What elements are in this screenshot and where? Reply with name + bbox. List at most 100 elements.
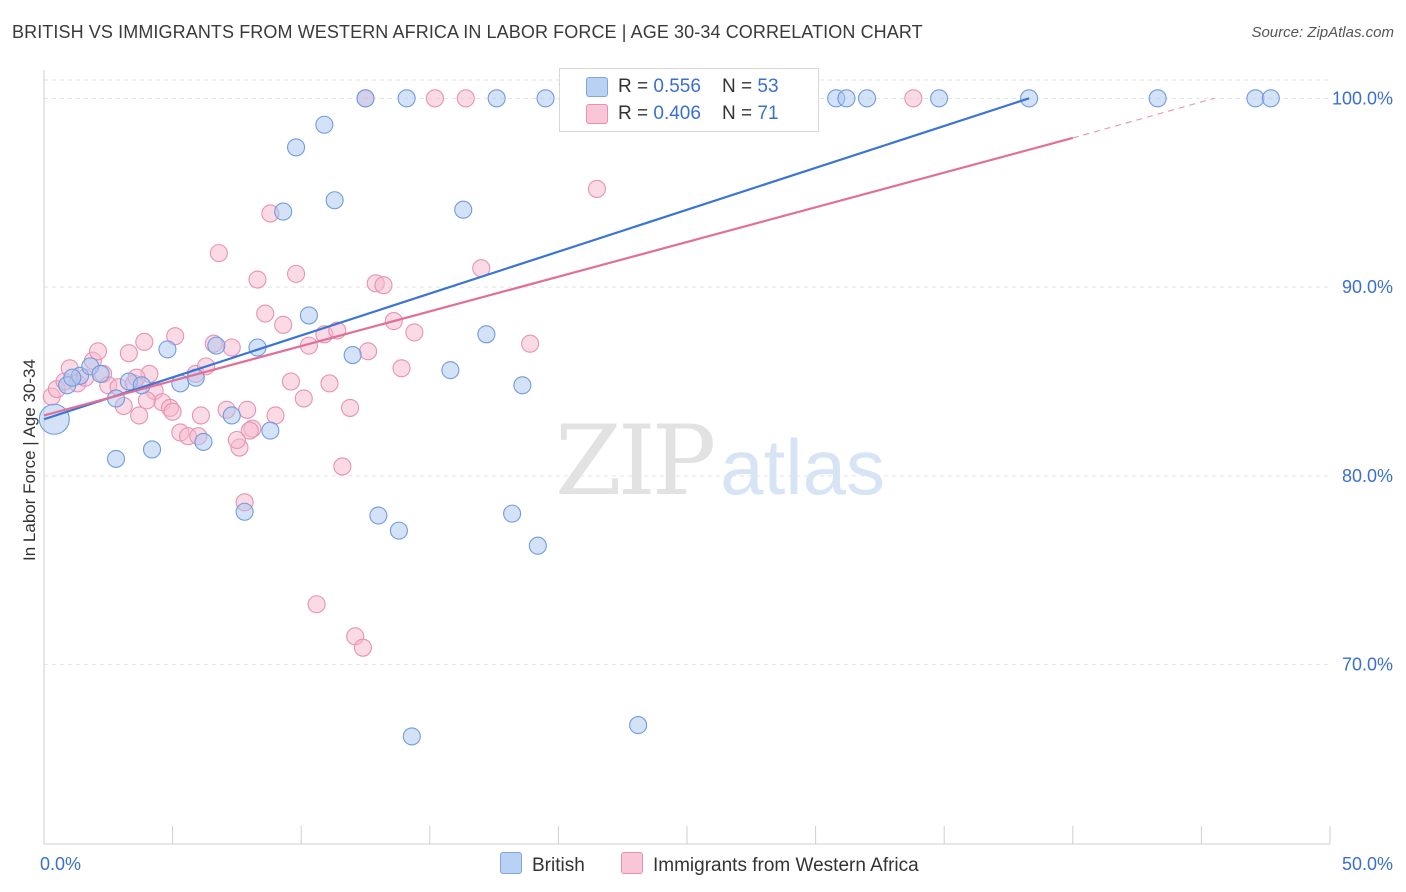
british-n-value: 53 bbox=[757, 76, 779, 97]
immigrants-n-label: N = bbox=[722, 103, 758, 124]
british-swatch-icon bbox=[586, 77, 608, 97]
british-point-26 bbox=[369, 506, 388, 525]
immigrants-point-31 bbox=[238, 400, 257, 419]
watermark-zip: ZIP bbox=[555, 405, 716, 517]
immigrants-point-24 bbox=[191, 406, 210, 425]
immigrants-point-42 bbox=[307, 595, 326, 614]
british-point-4 bbox=[91, 364, 110, 383]
immigrants-point-68 bbox=[227, 430, 246, 450]
immigrants-point-40 bbox=[294, 389, 313, 408]
british-point-47 bbox=[930, 89, 949, 108]
immigrants-point-54 bbox=[392, 359, 411, 378]
immigrants-r-value: 0.406 bbox=[653, 103, 701, 124]
british-point-30 bbox=[441, 361, 460, 380]
immigrants-swatch-icon bbox=[586, 104, 608, 124]
immigrants-point-34 bbox=[256, 304, 275, 323]
immigrants-point-7 bbox=[88, 342, 108, 361]
immigrants-legend-label: Immigrants from Western Africa bbox=[653, 855, 919, 876]
british-point-9 bbox=[142, 440, 162, 459]
bottom-legend-immigrants: Immigrants from Western Africa bbox=[621, 852, 919, 877]
british-point-36 bbox=[528, 536, 547, 555]
immigrants-point-36 bbox=[266, 406, 285, 425]
grid-lines bbox=[44, 79, 1330, 666]
immigrants-point-39 bbox=[287, 264, 306, 283]
immigrants-point-66 bbox=[137, 391, 156, 410]
immigrants-point-29 bbox=[222, 338, 241, 357]
british-point-20 bbox=[287, 138, 306, 157]
british-point-45 bbox=[837, 89, 856, 108]
axes bbox=[43, 70, 1331, 845]
trend-extension-immigrants bbox=[1072, 97, 1215, 139]
british-r-label: R = bbox=[618, 76, 654, 97]
trend-line-immigrants bbox=[43, 136, 1074, 417]
immigrants-point-49 bbox=[353, 638, 372, 657]
immigrants-point-46 bbox=[333, 457, 352, 476]
british-point-10 bbox=[158, 340, 177, 359]
chart-title: BRITISH VS IMMIGRANTS FROM WESTERN AFRIC… bbox=[12, 22, 923, 42]
immigrants-point-64 bbox=[240, 421, 259, 440]
british-point-40 bbox=[629, 716, 648, 735]
british-point-35 bbox=[513, 376, 532, 395]
tick-labels: 100.0% 90.0% 80.0% 70.0% 0.0% 50.0% bbox=[40, 88, 1393, 874]
bottom-legend-british: British bbox=[500, 852, 585, 877]
british-point-13 bbox=[194, 432, 213, 451]
y-tick-label-0: 100.0% bbox=[1332, 88, 1393, 108]
british-point-29 bbox=[402, 727, 421, 746]
british-point-21 bbox=[299, 306, 318, 325]
immigrants-point-60 bbox=[587, 179, 607, 198]
british-point-28 bbox=[397, 89, 416, 108]
british-legend-swatch-icon bbox=[500, 852, 522, 874]
y-tick-label-3: 70.0% bbox=[1342, 655, 1393, 675]
y-tick-label-1: 90.0% bbox=[1342, 277, 1393, 297]
immigrants-point-56 bbox=[425, 89, 444, 108]
immigrants-point-47 bbox=[341, 398, 360, 417]
british-point-37 bbox=[536, 89, 555, 108]
british-point-31 bbox=[454, 200, 473, 219]
immigrants-point-67 bbox=[163, 402, 182, 421]
british-point-6 bbox=[106, 449, 126, 468]
british-r-value: 0.556 bbox=[653, 76, 701, 97]
immigrants-point-62 bbox=[904, 89, 923, 108]
watermark-atlas: atlas bbox=[720, 423, 885, 511]
british-point-50 bbox=[1246, 89, 1265, 108]
british-legend-label: British bbox=[532, 855, 585, 876]
immigrants-n-value: 71 bbox=[757, 103, 779, 124]
british-point-14 bbox=[207, 336, 226, 355]
trend-lines bbox=[43, 97, 1215, 421]
immigrants-point-15 bbox=[135, 332, 154, 351]
british-point-25 bbox=[356, 89, 375, 108]
immigrants-point-37 bbox=[274, 315, 293, 334]
british-point-33 bbox=[487, 89, 506, 108]
british-point-23 bbox=[325, 191, 344, 210]
immigrants-point-33 bbox=[248, 270, 267, 289]
series-british bbox=[38, 89, 1280, 746]
british-point-22 bbox=[315, 115, 334, 134]
immigrants-point-57 bbox=[456, 89, 475, 108]
trend-line-british bbox=[43, 97, 1030, 421]
british-point-27 bbox=[389, 521, 408, 540]
british-point-49 bbox=[1148, 89, 1167, 108]
immigrants-legend-swatch-icon bbox=[621, 852, 643, 874]
source-credit: Source: ZipAtlas.com bbox=[1251, 24, 1394, 41]
x-tick-label-1: 50.0% bbox=[1342, 854, 1393, 874]
immigrants-point-38 bbox=[281, 372, 300, 391]
immigrants-point-50 bbox=[359, 342, 378, 361]
x-tick-label-0: 0.0% bbox=[40, 854, 81, 874]
immigrants-r-label: R = bbox=[618, 103, 654, 124]
immigrants-point-27 bbox=[209, 244, 228, 263]
series-immigrants bbox=[42, 89, 923, 657]
british-point-18 bbox=[261, 421, 280, 440]
immigrants-point-44 bbox=[320, 374, 339, 393]
immigrants-point-52 bbox=[374, 276, 393, 295]
british-point-52 bbox=[63, 368, 82, 387]
british-point-16 bbox=[235, 502, 254, 521]
british-point-46 bbox=[857, 89, 877, 108]
watermark: ZIP atlas bbox=[555, 405, 885, 517]
british-point-24 bbox=[343, 346, 362, 365]
immigrants-point-12 bbox=[119, 344, 138, 363]
y-tick-label-2: 80.0% bbox=[1342, 466, 1393, 486]
british-point-32 bbox=[477, 325, 496, 344]
correlation-legend: R = 0.556 N = 53 R = 0.406 N = 71 bbox=[559, 68, 819, 132]
immigrants-point-14 bbox=[130, 406, 149, 425]
